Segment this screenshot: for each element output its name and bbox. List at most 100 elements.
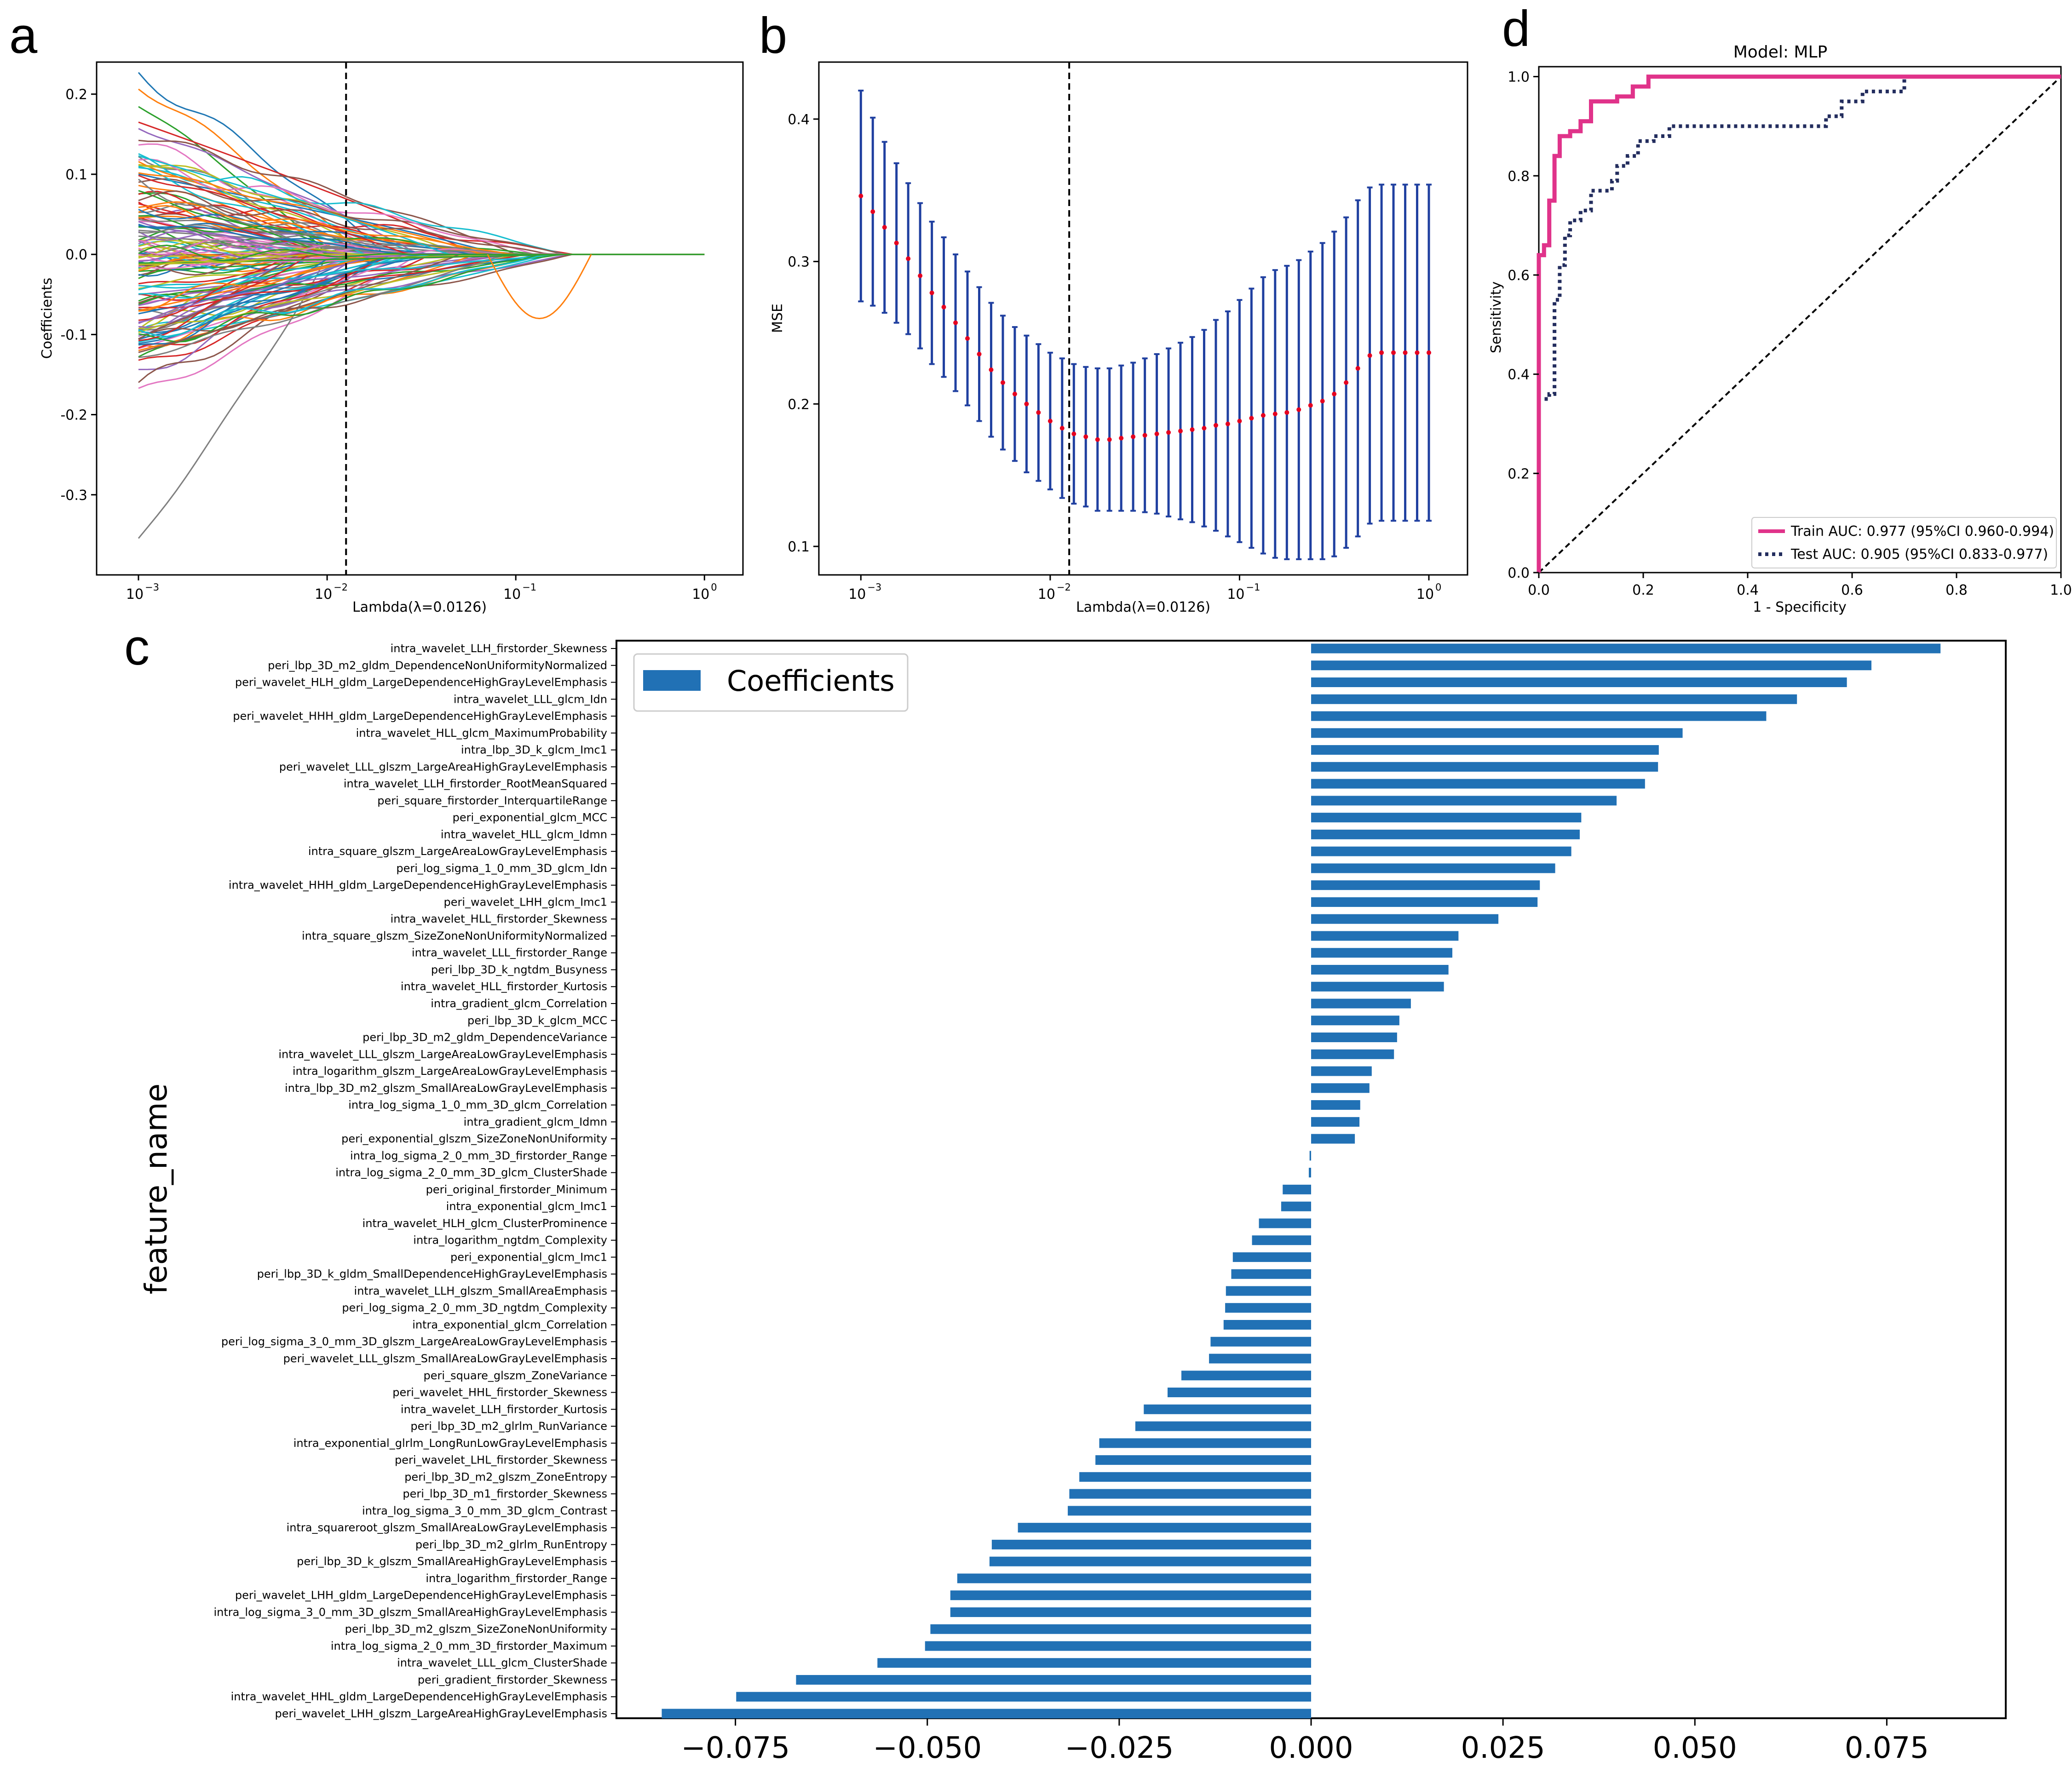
feature-label: intra_squareroot_glszm_SmallAreaLowGrayL… [287, 1521, 607, 1534]
x-tick-label: −0.025 [1065, 1731, 1174, 1765]
mse-point [870, 209, 875, 214]
coefficient-bar [1018, 1523, 1311, 1533]
mse-point [1272, 412, 1278, 417]
feature-label: peri_log_sigma_2_0_mm_3D_ngtdm_Complexit… [342, 1302, 607, 1314]
y-tick-label: 0.1 [65, 167, 87, 183]
x-tick-label: 0.000 [1269, 1731, 1353, 1765]
mse-point [929, 290, 934, 295]
mse-point [941, 304, 946, 310]
coefficient-bar [1209, 1354, 1311, 1364]
mse-point [1237, 419, 1242, 424]
coefficient-bar [1283, 1184, 1311, 1194]
feature-label: intra_log_sigma_2_0_mm_3D_glcm_ClusterSh… [335, 1166, 607, 1179]
coefficient-bar [1311, 863, 1555, 873]
coefficient-bar [662, 1709, 1311, 1719]
panel-label-c: c [124, 619, 150, 676]
feature-label: intra_log_sigma_2_0_mm_3D_firstorder_Ran… [350, 1149, 607, 1162]
x-tick-label: −0.075 [681, 1731, 790, 1765]
feature-label: intra_wavelet_LLH_firstorder_Skewness [391, 642, 607, 655]
mse-point [977, 351, 982, 356]
coefficient-bar [1311, 745, 1659, 755]
panel-a-frame [96, 61, 744, 576]
panel-c-legend: Coefficients [633, 653, 909, 712]
panel-b-y-axis-label: MSE [770, 304, 786, 333]
x-tick-label: 10 [1227, 586, 1244, 602]
coefficient-bar [1311, 694, 1797, 704]
coefficient-bar [736, 1692, 1311, 1702]
x-tick-label: 0.075 [1845, 1731, 1929, 1765]
panel-d-title: Model: MLP [1733, 43, 1828, 62]
x-tick-label: 0.2 [1632, 582, 1654, 598]
coefficient-bar [1311, 677, 1847, 688]
mse-point [1083, 434, 1088, 439]
mse-point [1296, 407, 1301, 412]
x-tick-exponent: −1 [522, 582, 536, 593]
coefficient-bar [1311, 998, 1411, 1009]
coefficient-bar [1311, 829, 1580, 839]
feature-label: intra_lbp_3D_k_glcm_Imc1 [461, 744, 607, 757]
mse-point [882, 225, 887, 230]
x-tick-exponent: −2 [334, 582, 348, 593]
coefficient-bar [1311, 711, 1767, 721]
feature-label: peri_lbp_3D_m2_glrlm_RunEntropy [415, 1538, 607, 1551]
feature-label: peri_wavelet_HHL_firstorder_Skewness [392, 1386, 607, 1399]
roc-test-line [1537, 75, 2061, 573]
panel-b-axes: 0.40.30.20.110 −3 10 −2 10 −1 10 0 [788, 62, 1441, 602]
coefficient-bar [1311, 1083, 1370, 1093]
mse-point [1260, 413, 1266, 418]
panel-a-axes: 0.20.10.0-0.1-0.2-0.310 −3 10 −2 10 −1 10 0 [60, 62, 717, 602]
y-tick-label: 0.4 [788, 112, 810, 128]
coefficient-bar [1281, 1201, 1311, 1211]
mse-point [1332, 391, 1337, 396]
mse-point [1249, 416, 1254, 421]
mse-point [1344, 380, 1349, 385]
x-tick-exponent: −3 [145, 582, 159, 593]
panel-b-cv-mse: 0.40.30.20.110 −3 10 −2 10 −1 10 0 Lambda(λ=0.0… [770, 61, 1468, 615]
mse-point [1379, 350, 1384, 355]
panel-label-a: a [9, 7, 38, 64]
mse-point [1426, 350, 1431, 355]
x-tick-label: 10 [503, 586, 521, 602]
x-tick-exponent: −2 [1057, 582, 1071, 593]
coefficient-bar [1311, 643, 1941, 654]
panel-c-legend-box [633, 653, 909, 712]
feature-label: intra_wavelet_LLH_glszm_SmallAreaEmphasi… [354, 1285, 607, 1297]
feature-label: peri_wavelet_LHL_firstorder_Skewness [395, 1454, 607, 1467]
panel-a-lasso-paths: 0.20.10.0-0.1-0.2-0.310 −3 10 −2 10 −1 10 0 Lam… [39, 61, 744, 615]
y-tick-label: 0.2 [1508, 466, 1530, 482]
feature-label: peri_exponential_glcm_Imc1 [450, 1251, 607, 1263]
feature-label: peri_wavelet_LHH_glcm_Imc1 [443, 895, 607, 908]
mse-point [894, 241, 899, 246]
coefficient-bar [1079, 1472, 1311, 1482]
panel-a-coefficient-paths [138, 72, 705, 539]
feature-label: intra_exponential_glcm_Imc1 [446, 1200, 607, 1213]
coefficient-bar [1311, 931, 1459, 941]
mse-point [1320, 399, 1325, 404]
mse-point [1012, 391, 1017, 396]
panel-c-feature-labels: intra_wavelet_LLH_firstorder_Skewnessper… [213, 642, 616, 1720]
panel-d-roc-curves [1537, 75, 2062, 574]
x-tick-label: 10 [1038, 586, 1055, 602]
mse-point [1367, 353, 1372, 358]
x-tick-label: −0.050 [873, 1731, 982, 1765]
feature-label: peri_log_sigma_1_0_mm_3D_glcm_Idn [396, 862, 607, 875]
mse-point [965, 336, 970, 341]
coefficient-bar [1311, 1117, 1360, 1127]
mse-point [1190, 427, 1195, 432]
coefficient-bar [796, 1675, 1311, 1685]
feature-label: intra_wavelet_HHL_gldm_LargeDependenceHi… [231, 1690, 607, 1703]
mse-point [1142, 433, 1147, 438]
panel-b-frame [818, 61, 1468, 576]
y-tick-label: 0.0 [65, 247, 87, 263]
coefficient-bar [1135, 1421, 1311, 1431]
coefficient-bar [950, 1590, 1311, 1601]
mse-point [1024, 402, 1029, 407]
coefficient-bar [877, 1658, 1311, 1668]
x-tick-label: 0.8 [1945, 582, 1968, 598]
panel-b-x-axis-label: Lambda(λ=0.0126) [1076, 599, 1210, 615]
coefficient-bar [1311, 1033, 1397, 1043]
y-tick-label: 0.4 [1508, 367, 1530, 383]
coefficient-bar [1252, 1235, 1311, 1245]
feature-label: intra_wavelet_LLL_glcm_Idn [454, 693, 607, 706]
feature-label: peri_lbp_3D_m2_gldm_DependenceNonUniform… [268, 659, 607, 672]
